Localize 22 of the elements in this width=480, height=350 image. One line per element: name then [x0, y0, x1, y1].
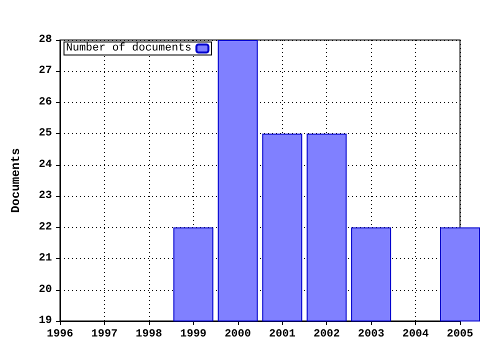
- x-tick-label: 2004: [402, 328, 430, 340]
- x-tick-label: 2002: [313, 328, 340, 340]
- x-tick-label: 1998: [136, 328, 162, 340]
- y-tick-label: 24: [38, 158, 52, 171]
- x-tick-label: 2005: [446, 328, 474, 340]
- y-tick-label: 26: [38, 96, 52, 108]
- y-tick-label: 28: [38, 34, 52, 46]
- y-axis-title: Documents: [9, 148, 23, 213]
- x-tick-label: 1997: [91, 328, 118, 340]
- y-tick-label: 27: [38, 65, 52, 78]
- x-tick-label: 2001: [269, 328, 296, 340]
- y-tick-label: 20: [38, 284, 52, 296]
- x-tick-label: 1996: [46, 328, 74, 340]
- y-tick-label: 21: [38, 252, 52, 265]
- y-tick-label: 19: [38, 315, 52, 327]
- legend-label: Number of documents: [66, 42, 192, 54]
- y-tick-label: 25: [38, 128, 52, 140]
- x-tick-label: 2000: [224, 328, 251, 340]
- x-tick-label: 1999: [180, 328, 207, 340]
- y-tick-label: 22: [38, 221, 52, 234]
- y-tick-label: 23: [38, 190, 52, 202]
- x-tick-label: 2003: [358, 328, 385, 340]
